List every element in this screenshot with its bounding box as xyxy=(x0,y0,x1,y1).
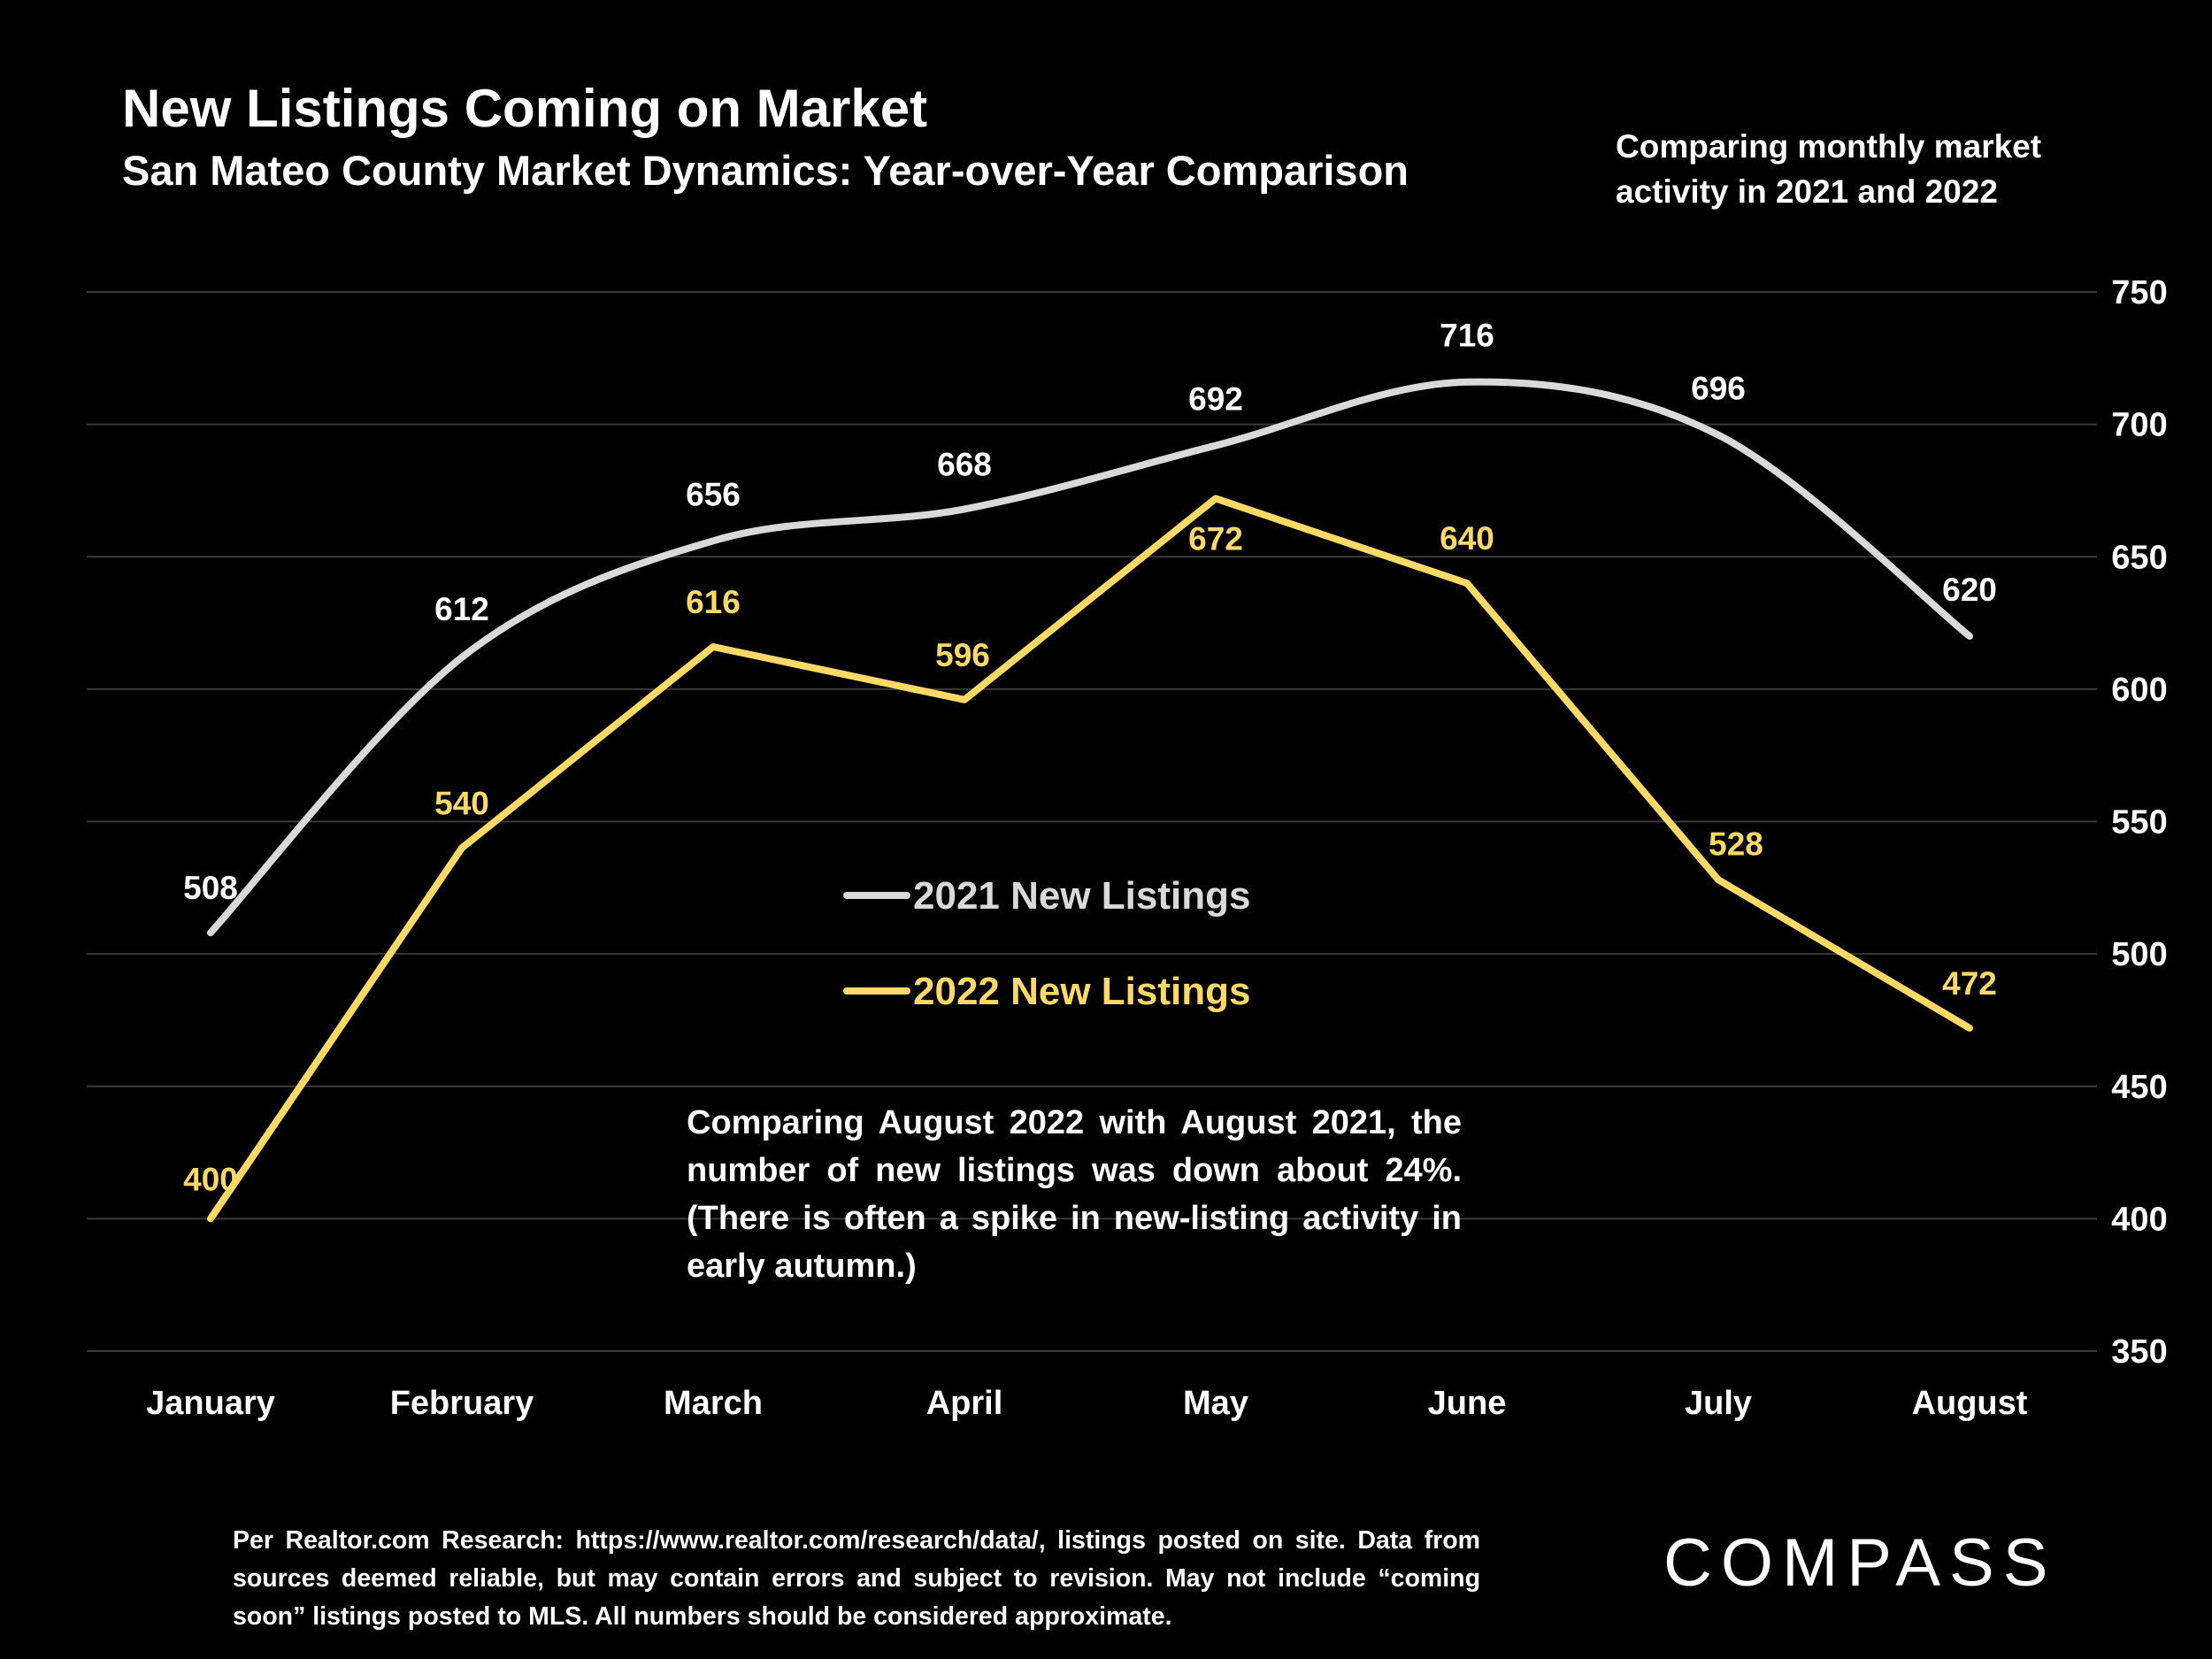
data-label: 528 xyxy=(1709,826,1763,862)
series-line-2021 xyxy=(207,378,1973,937)
annotation-text: Comparing August 2022 with August 2021, … xyxy=(687,1104,1462,1285)
legend-label: 2022 New Listings xyxy=(913,970,1250,1013)
y-tick-label: 550 xyxy=(2111,804,2167,841)
x-tick-label: April xyxy=(926,1385,1003,1422)
data-label: 656 xyxy=(686,476,741,512)
x-tick-label: August xyxy=(1912,1385,2028,1422)
x-tick-label: March xyxy=(664,1385,763,1422)
x-axis-ticks: January February March April May June July Augu… xyxy=(146,1385,2028,1422)
data-labels: 508 612 656 668 692 716 696 620 400 540 616 596 672 6… xyxy=(183,318,1997,1198)
legend-label: 2021 New Listings xyxy=(913,874,1250,918)
x-tick-label: February xyxy=(390,1385,534,1422)
legend: 2021 New Listings 2022 New Listings xyxy=(843,874,1250,1013)
data-label: 672 xyxy=(1188,520,1243,557)
compass-logo: COMPASS xyxy=(1663,1525,2056,1601)
data-label: 400 xyxy=(183,1161,238,1197)
data-label: 540 xyxy=(434,785,489,821)
y-axis-ticks: 350 400 450 500 550 600 650 700 750 xyxy=(2111,274,2167,1371)
data-label: 596 xyxy=(935,637,990,673)
data-label: 716 xyxy=(1440,318,1494,354)
x-tick-label: June xyxy=(1428,1385,1507,1422)
chart-title: New Listings Coming on Market xyxy=(122,79,928,138)
y-tick-label: 500 xyxy=(2111,936,2167,973)
y-tick-label: 600 xyxy=(2111,672,2167,709)
y-tick-label: 400 xyxy=(2111,1201,2167,1238)
data-label: 692 xyxy=(1188,381,1243,418)
data-label: 612 xyxy=(434,591,489,627)
series-line-2022 xyxy=(207,495,1973,1223)
x-tick-label: May xyxy=(1183,1385,1248,1422)
y-tick-label: 700 xyxy=(2111,407,2167,444)
x-tick-label: January xyxy=(146,1385,275,1422)
x-tick-label: July xyxy=(1685,1385,1752,1422)
y-tick-label: 750 xyxy=(2111,274,2167,311)
data-label: 616 xyxy=(686,584,741,620)
compass-logo-text: COMPASS xyxy=(1663,1525,2056,1601)
y-tick-label: 450 xyxy=(2111,1069,2167,1106)
data-label: 472 xyxy=(1942,965,1997,1002)
source-footnote: Per Realtor.com Research: https://www.re… xyxy=(233,1526,1480,1631)
data-label: 668 xyxy=(937,446,992,482)
data-label: 640 xyxy=(1440,520,1494,557)
chart-subtitle: San Mateo County Market Dynamics: Year-o… xyxy=(122,147,1409,194)
data-label: 508 xyxy=(183,870,238,906)
series-lines xyxy=(207,378,1973,1223)
y-tick-label: 650 xyxy=(2111,539,2167,576)
data-label: 620 xyxy=(1942,572,1997,608)
data-label: 696 xyxy=(1691,371,1746,407)
gridlines xyxy=(87,291,2097,1352)
y-tick-label: 350 xyxy=(2111,1333,2167,1371)
side-note: Comparing monthly market activity in 202… xyxy=(1616,128,2042,211)
